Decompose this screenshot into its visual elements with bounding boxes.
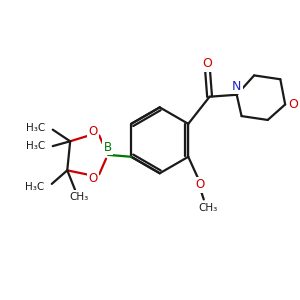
Text: O: O [203,57,213,70]
Text: CH₃: CH₃ [198,203,217,213]
Text: O: O [89,125,98,138]
Text: N: N [232,80,242,92]
Text: O: O [89,172,98,184]
Text: H₃C: H₃C [25,182,44,192]
Text: H₃C: H₃C [26,123,45,133]
Text: CH₃: CH₃ [69,191,88,202]
Text: H₃C: H₃C [26,141,45,151]
Text: O: O [288,98,298,111]
Text: B: B [104,141,112,154]
Text: O: O [195,178,205,191]
